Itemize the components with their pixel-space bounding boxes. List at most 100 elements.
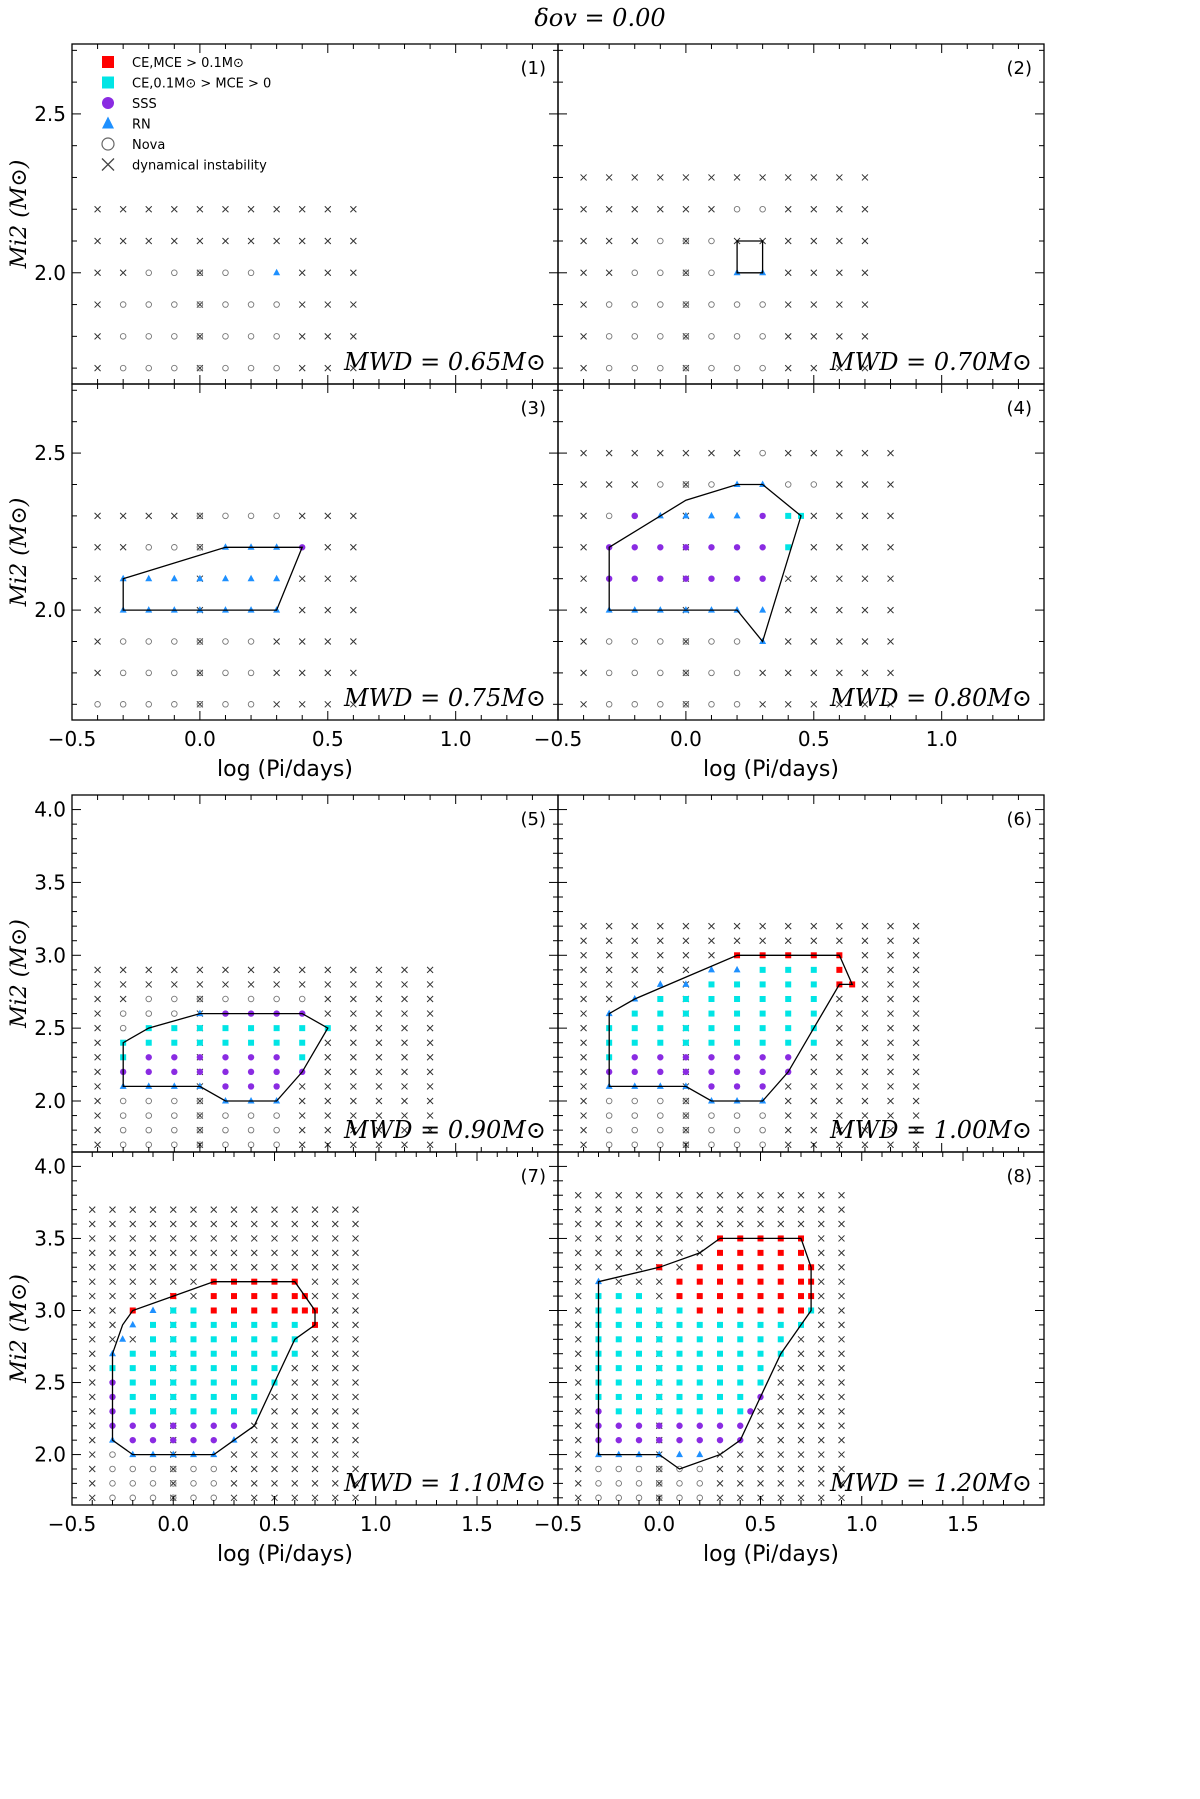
marker-ce-small [810,1039,817,1046]
marker-nova [682,237,690,245]
marker-nova [145,333,152,340]
marker-dynamical [401,1112,408,1119]
marker-nova [273,301,280,308]
marker-dynamical [324,1039,332,1047]
marker-nova [196,669,204,677]
marker-nova [247,669,255,677]
marker-nova [759,333,766,340]
marker-nova [595,1465,602,1473]
marker-dynamical [836,669,843,677]
marker-dynamical [631,981,639,988]
marker-dynamical [716,1465,724,1473]
marker-nova [733,638,741,645]
marker-dynamical [605,481,613,488]
marker-dynamical [426,1068,434,1076]
marker-dynamical [838,1350,845,1358]
marker-dynamical [580,1053,587,1061]
boundary-polygon [111,1281,316,1456]
marker-rn [707,511,715,519]
marker-rn [247,574,255,582]
marker-nova [145,1010,152,1017]
marker-nova [247,701,255,708]
marker-dynamical [170,237,178,245]
marker-dynamical [401,1024,408,1032]
marker-dynamical [574,1307,582,1314]
y-tick-label: 4.0 [34,1154,66,1178]
marker-rn [696,1450,704,1458]
marker-dynamical [836,638,843,645]
marker-nova [119,301,127,308]
marker-sss [759,544,766,551]
marker-dynamical [145,966,153,974]
marker-dynamical [196,981,204,988]
marker-ce-large [717,1307,723,1314]
marker-ce-small [759,996,766,1002]
panel-frame [71,794,559,1153]
marker-dynamical [784,606,792,614]
marker-dynamical [810,449,818,457]
marker-dynamical [331,1307,339,1314]
marker-sss [708,1083,715,1090]
marker-ce-large [291,1293,298,1300]
marker-ce-small [785,1039,792,1046]
x-tick-label: 0.0 [643,1512,675,1536]
marker-nova [682,638,690,645]
marker-dynamical [230,1465,238,1473]
marker-dynamical [250,1494,258,1502]
marker-dynamical [656,174,664,181]
marker-ce-small [190,1408,197,1415]
marker-dynamical [655,1206,663,1213]
marker-dynamical [273,966,280,974]
marker-dynamical [149,1220,157,1228]
marker-ce-small [210,1336,217,1343]
marker-dynamical [838,1407,845,1415]
marker-dynamical [88,1393,96,1401]
y-tick-label: 4.0 [34,798,66,822]
marker-dynamical [298,1097,306,1105]
marker-rn [733,1097,741,1104]
marker-dynamical [784,364,792,372]
marker-nova [119,1141,127,1148]
marker-dynamical [631,966,639,974]
marker-dynamical [887,937,894,945]
marker-dynamical [375,1126,383,1134]
marker-dynamical [810,269,818,277]
marker-dynamical [605,449,613,457]
marker-ce-small [696,1321,703,1328]
marker-nova [190,1494,197,1502]
marker-dynamical [190,1220,197,1228]
marker-nova [682,1126,690,1134]
marker-nova [171,701,178,708]
marker-dynamical [149,1249,157,1257]
marker-ce-small [717,1350,723,1357]
marker-dynamical [109,1206,116,1213]
marker-rn [221,606,229,613]
marker-nova [759,449,766,457]
marker-nova [657,1141,664,1148]
marker-dynamical [810,543,818,551]
marker-dynamical [311,1465,319,1473]
marker-dynamical [311,1364,319,1372]
marker-dynamical [350,638,357,645]
marker-ce-small [145,1039,152,1046]
marker-dynamical [656,951,664,959]
marker-dynamical [352,1480,359,1487]
marker-ce-small [657,1010,664,1017]
marker-nova [145,301,152,308]
marker-ce-large [737,1307,744,1314]
marker-dynamical [912,951,920,959]
marker-dynamical [817,1307,825,1314]
marker-dynamical [777,1220,785,1228]
marker-dynamical [311,1235,319,1242]
marker-dynamical [230,1220,238,1228]
marker-dynamical [635,1278,643,1286]
marker-nova [708,1112,715,1119]
marker-nova [247,333,255,340]
marker-dynamical [696,1206,704,1213]
boundary-polygon [122,1012,329,1102]
marker-nova [119,1126,127,1134]
panel-4: −0.5 0.0 0.5 1.0 log (Pi/days) (4) MWD = 0.80M… [534,383,1045,782]
marker-nova [657,301,664,308]
marker-dynamical [836,1068,843,1076]
marker-dynamical [912,981,920,988]
